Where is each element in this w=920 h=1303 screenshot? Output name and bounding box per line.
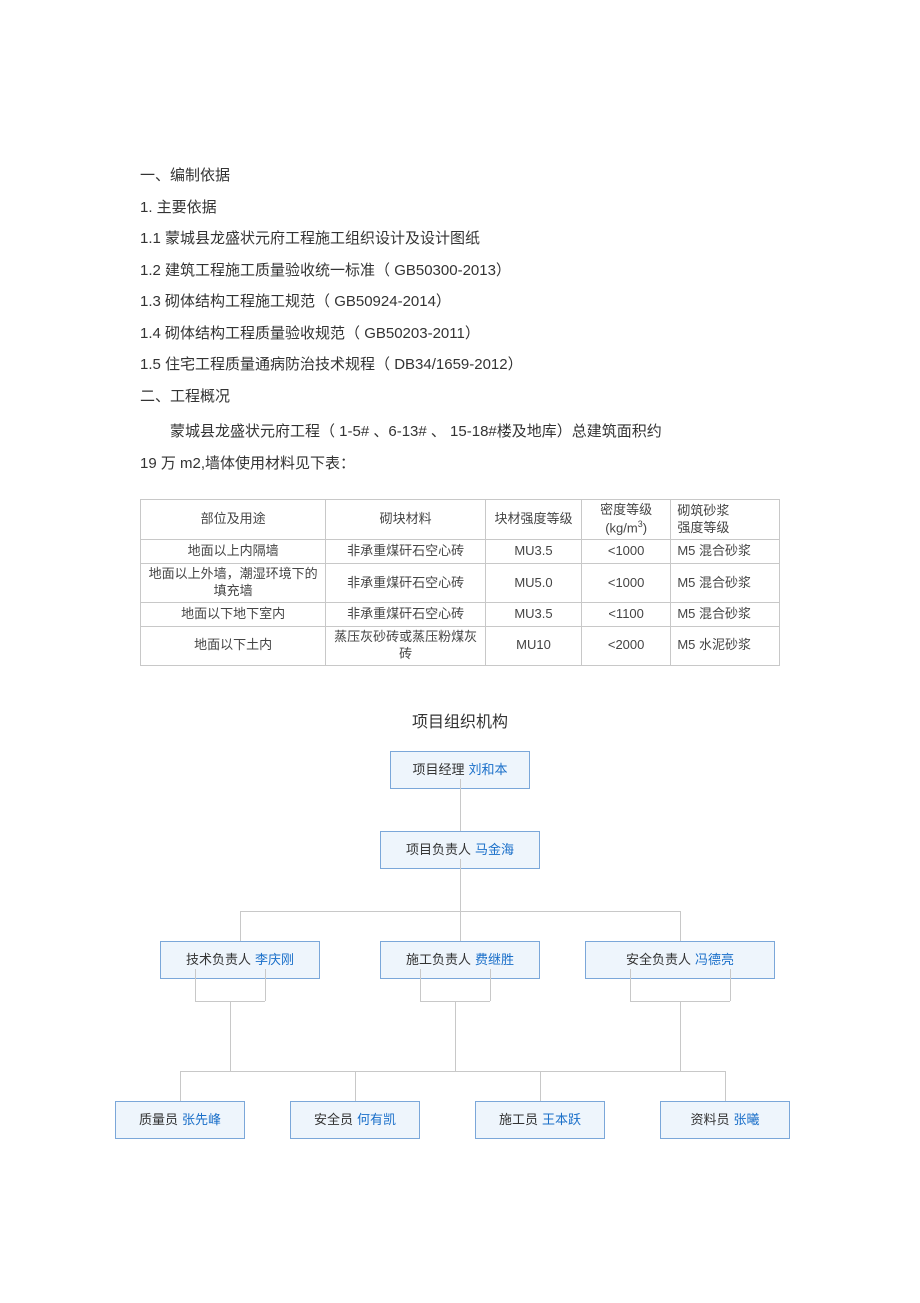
cell: MU3.5 bbox=[486, 602, 582, 626]
table-row: 地面以下土内 蒸压灰砂砖或蒸压粉煤灰砖 MU10 <2000 M5 水泥砂浆 bbox=[141, 626, 780, 665]
org-connector bbox=[355, 1071, 356, 1101]
materials-table: 部位及用途 砌块材料 块材强度等级 密度等级 (kg/m3) 砌筑砂浆强度等级 … bbox=[140, 499, 780, 666]
org-role: 项目经理 bbox=[412, 762, 464, 777]
section-2-title: 二、工程概况 bbox=[140, 381, 780, 413]
item-1-1: 1.1 蒙城县龙盛状元府工程施工组织设计及设计图纸 bbox=[140, 223, 780, 255]
org-node-tech-lead: 技术负责人李庆刚 bbox=[160, 941, 320, 978]
cell: 非承重煤矸石空心砖 bbox=[326, 602, 486, 626]
org-connector bbox=[455, 1001, 456, 1071]
org-name: 李庆刚 bbox=[255, 952, 294, 967]
item-1-4: 1.4 砌体结构工程质量验收规范（ GB50203-2011） bbox=[140, 318, 780, 350]
org-connector bbox=[490, 969, 491, 1001]
item-1-3: 1.3 砌体结构工程施工规范（ GB50924-2014） bbox=[140, 286, 780, 318]
section-1-title: 一、编制依据 bbox=[140, 160, 780, 192]
cell: <1100 bbox=[581, 602, 670, 626]
org-connector bbox=[230, 1001, 231, 1071]
org-connector bbox=[540, 1071, 541, 1101]
org-node-document-staff: 资料员张曦 bbox=[660, 1101, 790, 1138]
org-node-construction-staff: 施工员王本跃 bbox=[475, 1101, 605, 1138]
org-chart: 项目经理刘和本 项目负责人马金海 技术负责人李庆刚 施工负责人费继胜 安全负责人… bbox=[140, 751, 780, 1161]
org-node-safety-lead: 安全负责人冯德亮 bbox=[585, 941, 775, 978]
org-role: 技术负责人 bbox=[186, 952, 251, 967]
item-1-2: 1.2 建筑工程施工质量验收统一标准（ GB50300-2013） bbox=[140, 255, 780, 287]
col-header-density: 密度等级 (kg/m3) bbox=[581, 500, 670, 540]
org-chart-title: 项目组织机构 bbox=[140, 706, 780, 740]
cell: MU5.0 bbox=[486, 564, 582, 603]
org-connector bbox=[725, 1071, 726, 1101]
org-node-safety-staff: 安全员何有凯 bbox=[290, 1101, 420, 1138]
cell: MU10 bbox=[486, 626, 582, 665]
overview-p1: 蒙城县龙盛状元府工程（ 1-5# 、6-13# 、 15-18#楼及地库）总建筑… bbox=[140, 416, 780, 448]
org-name: 王本跃 bbox=[542, 1112, 581, 1127]
col-header-location: 部位及用途 bbox=[141, 500, 326, 540]
org-connector bbox=[730, 969, 731, 1001]
org-name: 张先峰 bbox=[182, 1112, 221, 1127]
org-role: 施工员 bbox=[499, 1112, 538, 1127]
org-connector bbox=[195, 969, 196, 1001]
org-connector bbox=[630, 969, 631, 1001]
org-connector bbox=[680, 1001, 681, 1071]
overview-p2: 19 万 m2,墙体使用材料见下表： bbox=[140, 448, 780, 480]
org-role: 安全员 bbox=[314, 1112, 353, 1127]
table-row: 地面以上外墙，潮湿环境下的填充墙 非承重煤矸石空心砖 MU5.0 <1000 M… bbox=[141, 564, 780, 603]
cell: 地面以上外墙，潮湿环境下的填充墙 bbox=[141, 564, 326, 603]
cell: 地面以下土内 bbox=[141, 626, 326, 665]
org-role: 施工负责人 bbox=[406, 952, 471, 967]
cell: <1000 bbox=[581, 540, 670, 564]
table-row: 地面以上内隔墙 非承重煤矸石空心砖 MU3.5 <1000 M5 混合砂浆 bbox=[141, 540, 780, 564]
org-connector bbox=[180, 1071, 725, 1072]
col-header-mortar: 砌筑砂浆强度等级 bbox=[671, 500, 780, 540]
cell: <2000 bbox=[581, 626, 670, 665]
org-name: 何有凯 bbox=[357, 1112, 396, 1127]
org-name: 冯德亮 bbox=[695, 952, 734, 967]
item-1-5: 1.5 住宅工程质量通病防治技术规程（ DB34/1659-2012） bbox=[140, 349, 780, 381]
org-connector bbox=[460, 911, 461, 941]
org-role: 安全负责人 bbox=[626, 952, 691, 967]
org-connector bbox=[420, 969, 421, 1001]
org-name: 刘和本 bbox=[469, 762, 508, 777]
org-name: 张曦 bbox=[734, 1112, 760, 1127]
org-role: 资料员 bbox=[690, 1112, 729, 1127]
org-connector bbox=[460, 779, 461, 831]
table-header-row: 部位及用途 砌块材料 块材强度等级 密度等级 (kg/m3) 砌筑砂浆强度等级 bbox=[141, 500, 780, 540]
org-connector bbox=[680, 911, 681, 941]
cell: MU3.5 bbox=[486, 540, 582, 564]
cell: 非承重煤矸石空心砖 bbox=[326, 540, 486, 564]
org-connector bbox=[460, 859, 461, 911]
section-1-sub-1: 1. 主要依据 bbox=[140, 192, 780, 224]
org-connector bbox=[265, 969, 266, 1001]
cell: 非承重煤矸石空心砖 bbox=[326, 564, 486, 603]
org-connector bbox=[180, 1071, 181, 1101]
cell: M5 混合砂浆 bbox=[671, 540, 780, 564]
org-connector bbox=[240, 911, 241, 941]
org-node-quality-staff: 质量员张先峰 bbox=[115, 1101, 245, 1138]
cell: 地面以下地下室内 bbox=[141, 602, 326, 626]
org-role: 质量员 bbox=[139, 1112, 178, 1127]
cell: 地面以上内隔墙 bbox=[141, 540, 326, 564]
col-header-strength: 块材强度等级 bbox=[486, 500, 582, 540]
cell: <1000 bbox=[581, 564, 670, 603]
cell: M5 水泥砂浆 bbox=[671, 626, 780, 665]
cell: M5 混合砂浆 bbox=[671, 602, 780, 626]
org-role: 项目负责人 bbox=[406, 842, 471, 857]
cell: 蒸压灰砂砖或蒸压粉煤灰砖 bbox=[326, 626, 486, 665]
cell: M5 混合砂浆 bbox=[671, 564, 780, 603]
org-name: 马金海 bbox=[475, 842, 514, 857]
col-header-material: 砌块材料 bbox=[326, 500, 486, 540]
org-node-construction-lead: 施工负责人费继胜 bbox=[380, 941, 540, 978]
table-row: 地面以下地下室内 非承重煤矸石空心砖 MU3.5 <1100 M5 混合砂浆 bbox=[141, 602, 780, 626]
org-name: 费继胜 bbox=[475, 952, 514, 967]
